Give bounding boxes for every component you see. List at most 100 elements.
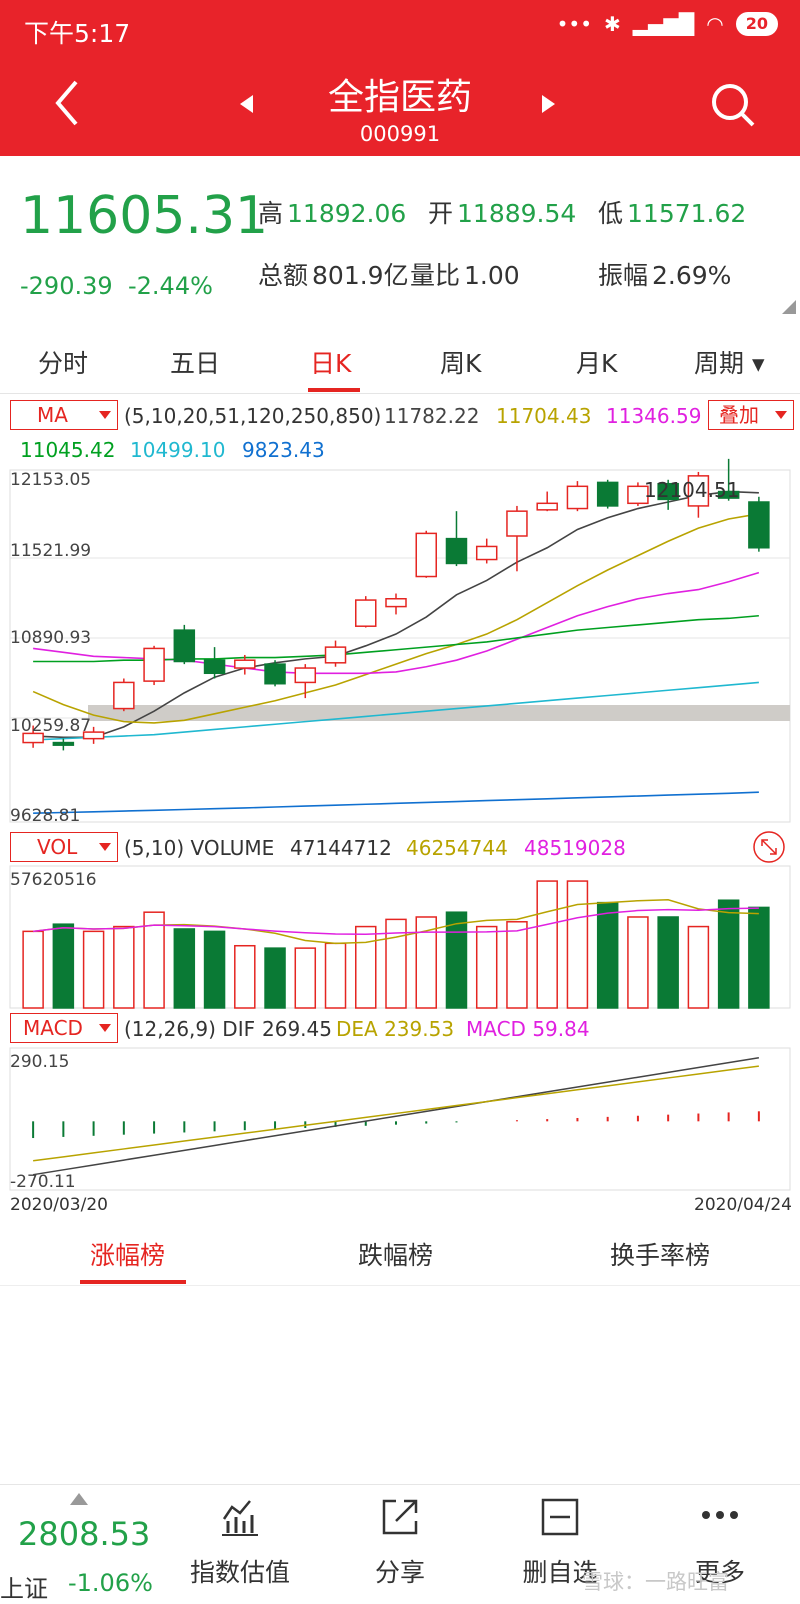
candle-body [657,482,679,501]
status-icons: ••• ✱ ▂▄▆█ ◠ 20 [557,12,778,36]
ma-line-ma51 [33,614,759,663]
period-tabs: 分时 五日 日K 周K 月K 周期 ▾ [0,336,800,394]
kline-chart[interactable] [0,0,800,1220]
candle-body [566,485,589,510]
volume-bar [445,911,468,1009]
page-title: 全指医药 [327,77,472,118]
prev-stock-button[interactable] [240,95,253,113]
expand-up-icon[interactable] [70,1493,88,1505]
vol-ma5-value: 46254744 [406,836,508,860]
vol-selector[interactable]: VOL [10,832,118,862]
candle-body [203,659,226,675]
ma-selector[interactable]: MA [10,400,118,430]
macd-label-value: MACD 59.84 [466,1017,590,1041]
volume-bar [627,916,649,1009]
candle-body [264,663,286,685]
candle-body [22,732,44,744]
ma-params: (5,10,20,51,120,250,850) [124,404,382,428]
tab-monthly-k[interactable]: 月K [576,349,618,378]
macd-params: (12,26,9) DIF [124,1017,256,1041]
bluetooth-icon: ✱ [603,12,621,36]
volume-bar [566,880,589,1009]
watermark: 雪球：一路旺富 [582,1570,729,1594]
ma-line-ma250 [33,791,759,814]
macd-axis-bottom: -270.11 [10,1172,76,1192]
overlay-selector[interactable]: 叠加 [708,400,794,430]
price-change: -290.39 [20,272,113,300]
macd-selector[interactable]: MACD [10,1013,118,1043]
expand-corner-icon[interactable] [782,300,796,314]
share-icon [382,1499,418,1535]
back-button[interactable] [48,78,88,128]
tab-weekly-k[interactable]: 周K [440,349,482,378]
ma-line-ma20 [33,571,760,675]
macd-panel-frame [9,1047,791,1191]
candle-body [717,490,740,499]
volume-bar [687,925,710,1009]
volume-bar [52,923,75,1009]
ma-line-ma120 [33,681,759,741]
volume-bar [294,947,317,1009]
macd-axis-top: 290.15 [10,1052,70,1072]
volume-bar [324,942,347,1009]
battery-icon: 20 [735,12,778,36]
volume-bar [264,947,286,1009]
price-axis-label-3: 10890.93 [10,628,92,648]
candle-body [475,545,498,561]
volume-bar [113,925,135,1009]
open-stat: 开 11889.54 [428,199,577,228]
vol-axis-label: 57620516 [10,870,97,890]
tab-top-gainers[interactable]: 涨幅榜 [90,1241,166,1270]
remove-watchlist-button[interactable]: 删自选 [490,1485,630,1601]
tab-turnover[interactable]: 换手率榜 [610,1241,711,1270]
rank-tabs: 涨幅榜 跌幅榜 换手率榜 [0,1222,800,1286]
volume-ratio-stat: 量比 1.00 [410,261,520,290]
vol-ma-line [33,907,759,935]
candle-body [324,646,347,664]
index-value[interactable]: 2808.53 [18,1515,151,1553]
minus-box-icon [541,1498,579,1536]
fullscreen-icon[interactable] [752,830,786,864]
tab-intraday[interactable]: 分时 [38,349,89,378]
ma10-value: 11704.43 [496,404,592,428]
price-change-pct: -2.44% [128,272,213,300]
volume-value: 47144712 [290,836,392,860]
dea-line [33,1065,759,1162]
volume-bar [385,918,407,1009]
price-axis-label-2: 11521.99 [10,541,92,561]
volume-bar [506,921,528,1009]
tab-daily-k[interactable]: 日K [310,349,352,378]
ma5-value: 11782.22 [384,404,480,428]
max-price-label: 12104.51 [644,478,740,502]
search-button[interactable] [710,82,756,128]
volume-bar [22,930,44,1009]
support-band [88,705,790,721]
index-pct: -1.06% [68,1569,153,1597]
more-button[interactable]: 更多 [650,1485,790,1601]
volume-bar [717,899,740,1009]
tab-top-losers[interactable]: 跌幅榜 [358,1241,434,1270]
share-button[interactable]: 分享 [330,1485,470,1601]
volume-bar [234,944,256,1009]
vol-ma10-value: 48519028 [524,836,626,860]
next-stock-button[interactable] [542,95,555,113]
tab-period-menu[interactable]: 周期 ▾ [694,349,765,378]
dif-value: 269.45 [262,1017,332,1041]
index-valuation-button[interactable]: 指数估值 [170,1485,310,1601]
candle-body [385,598,407,608]
candle-body [627,485,649,505]
price-panel-frame [9,469,791,823]
ma20-value: 11346.59 [606,404,702,428]
candle-body [355,599,377,627]
candle-body [143,647,165,682]
amplitude-stat: 振幅 2.69% [598,261,732,290]
low-stat: 低 11571.62 [598,199,747,228]
status-time: 下午5:17 [24,19,131,48]
bar-chart-icon [222,1500,258,1536]
tab-five-day[interactable]: 五日 [170,349,221,378]
candle-body [52,741,75,746]
date-start: 2020/03/20 [10,1195,108,1215]
volume-bar [596,901,619,1009]
candle-body [506,510,528,537]
candle-body [536,502,558,511]
